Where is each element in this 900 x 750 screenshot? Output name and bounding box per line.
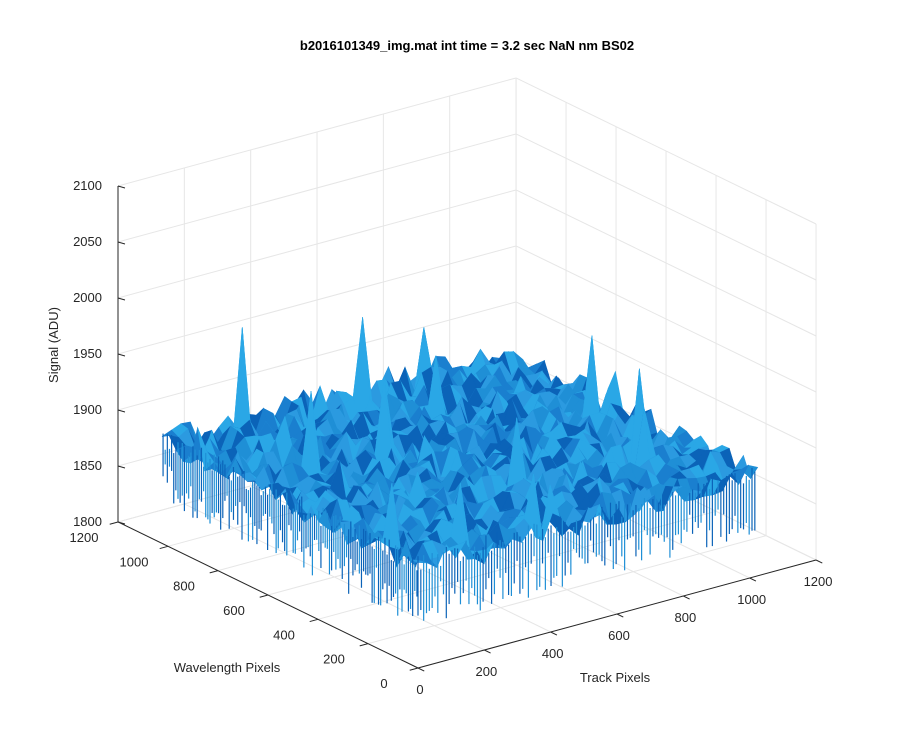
floor-grid-line [367,535,767,645]
z-axis-label: Signal (ADU) [46,307,61,383]
back-wall-grid-line [117,189,517,299]
z-tick-mark [117,241,126,245]
z-tick-mark [117,353,126,357]
z-tick-label: 1950 [73,346,102,361]
back-wall-grid-line [117,133,517,243]
x-tick-label: 1000 [737,592,766,607]
x-tick-label: 400 [542,646,564,661]
side-wall-grid-line [515,133,817,281]
back-wall-grid-line [117,245,517,355]
x-tick-mark [616,613,624,618]
x-tick-mark [749,577,757,582]
x-tick-mark [815,559,823,564]
y-tick-mark [209,570,219,574]
y-tick-label: 1000 [120,554,149,569]
y-tick-mark [109,521,119,525]
tick-labels: 0 200 400 600 800 1000 1200 0 200 400 600 800 1000 12… [70,178,833,697]
z-tick-mark [117,409,126,413]
back-wall-grid-line [117,77,517,187]
z-tick-label: 1800 [73,514,102,529]
x-axis-label: Track Pixels [580,670,651,685]
x-tick-mark [417,667,425,672]
side-wall-grid-line [515,245,817,393]
y-tick-label: 200 [323,652,345,667]
y-tick-mark [159,545,169,550]
side-wall-grid-line [515,301,817,449]
x-tick-mark [683,595,690,600]
x-tick-mark [484,649,491,654]
side-wall-grid-line [515,357,817,505]
x-tick-label: 1200 [804,574,833,589]
x-tick-label: 0 [416,682,423,697]
z-tick-label: 1850 [73,458,102,473]
z-tick-label: 2000 [73,290,102,305]
y-tick-label: 400 [273,627,295,642]
z-tick-label: 2050 [73,234,102,249]
y-tick-label: 600 [223,603,245,618]
z-tick-label: 2100 [73,178,102,193]
x-tick-mark [550,631,558,636]
y-tick-label: 1200 [70,530,99,545]
y-tick-label: 800 [173,579,195,594]
back-wall-grid-line [117,301,517,411]
y-tick-label: 0 [380,676,387,691]
z-tick-mark [117,185,126,189]
y-tick-mark [359,643,369,647]
y-tick-mark [309,618,319,623]
y-tick-mark [259,594,269,598]
y-axis-label: Wavelength Pixels [174,660,281,675]
x-tick-label: 600 [608,628,630,643]
z-tick-mark [117,521,126,525]
chart-title: b2016101349_img.mat int time = 3.2 sec N… [300,38,634,53]
axes [109,185,823,672]
side-wall-grid-line [515,77,817,225]
z-tick-label: 1900 [73,402,102,417]
z-tick-mark [117,297,126,301]
z-tick-mark [117,465,126,469]
x-tick-label: 200 [475,664,497,679]
side-wall-grid-line [515,189,817,337]
surface-mesh [161,317,759,621]
x-tick-label: 800 [675,610,697,625]
y-tick-mark [409,667,419,671]
